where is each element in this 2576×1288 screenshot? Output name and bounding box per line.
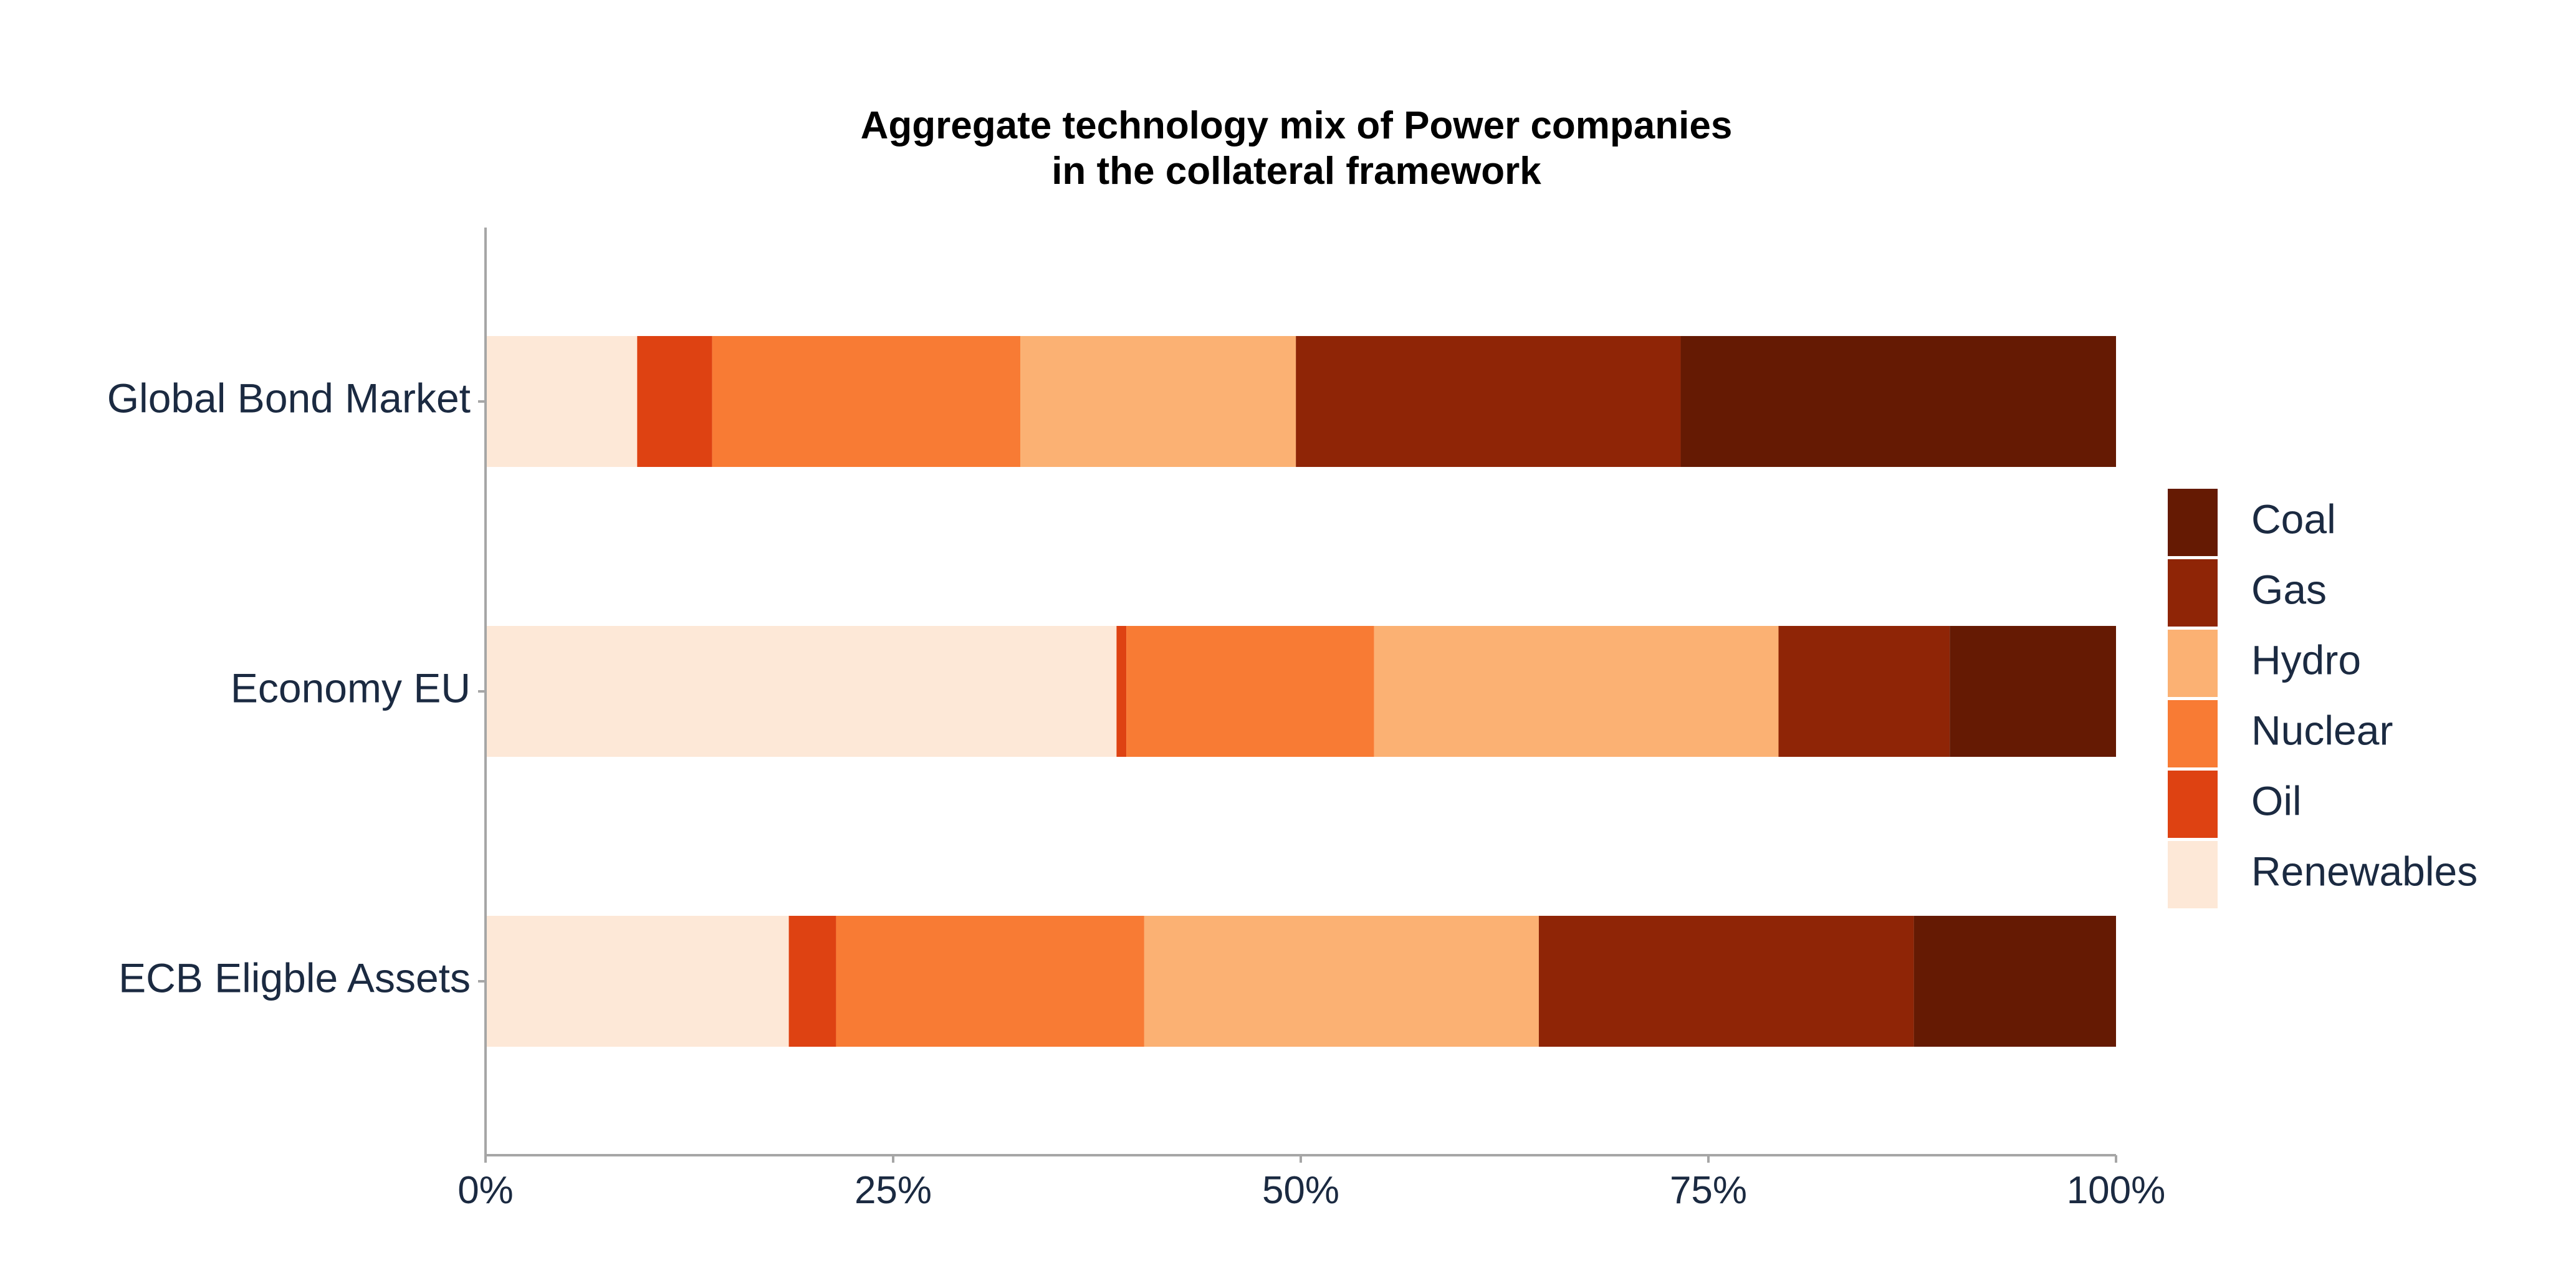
category-label-economy-eu: Economy EU <box>231 665 471 711</box>
bar-segment-ecb-eligble-assets-nuclear <box>836 916 1144 1047</box>
x-axis-ticks: 0% 25% 50% 75% 100% <box>457 1155 2165 1212</box>
category-label-global-bond-market: Global Bond Market <box>107 375 471 421</box>
legend-label-nuclear: Nuclear <box>2251 707 2393 753</box>
legend: Coal Gas Hydro Nuclear Oil Renewables <box>2168 489 2478 908</box>
bars-layer <box>486 336 2116 1047</box>
bar-segment-ecb-eligble-assets-hydro <box>1144 916 1539 1047</box>
bar-segment-economy-eu-hydro <box>1374 626 1779 757</box>
legend-label-oil: Oil <box>2251 777 2302 824</box>
bar-segment-global-bond-market-gas <box>1296 336 1681 467</box>
legend-label-hydro: Hydro <box>2251 637 2361 683</box>
bar-segment-ecb-eligble-assets-renewables <box>486 916 789 1047</box>
chart-title-line-2: in the collateral framework <box>1051 150 1541 193</box>
legend-swatch-nuclear <box>2168 700 2218 767</box>
legend-swatch-coal <box>2168 489 2218 556</box>
category-label-ecb-eligble-assets: ECB Eligble Assets <box>118 954 471 1001</box>
bar-segment-economy-eu-renewables <box>486 626 1117 757</box>
legend-label-gas: Gas <box>2251 566 2327 612</box>
bar-segment-global-bond-market-hydro <box>1020 336 1296 467</box>
x-tick-label: 25% <box>855 1169 932 1212</box>
bar-segment-economy-eu-coal <box>1950 626 2116 757</box>
legend-label-renewables: Renewables <box>2251 848 2478 894</box>
legend-label-coal: Coal <box>2251 496 2336 542</box>
chart-title: Aggregate technology mix of Power compan… <box>861 104 1733 193</box>
bar-segment-ecb-eligble-assets-gas <box>1538 916 1914 1047</box>
legend-swatch-gas <box>2168 559 2218 627</box>
bar-segment-economy-eu-gas <box>1778 626 1950 757</box>
bar-segment-economy-eu-nuclear <box>1126 626 1374 757</box>
x-tick-label: 50% <box>1262 1169 1339 1212</box>
x-tick-label: 100% <box>2067 1169 2166 1212</box>
chart-title-line-1: Aggregate technology mix of Power compan… <box>861 104 1733 147</box>
category-labels: Global Bond Market Economy EU ECB Eligble … <box>107 375 486 1001</box>
bar-segment-global-bond-market-renewables <box>486 336 638 467</box>
bar-segment-ecb-eligble-assets-oil <box>788 916 836 1047</box>
bar-segment-global-bond-market-oil <box>637 336 712 467</box>
bar-segment-global-bond-market-nuclear <box>712 336 1021 467</box>
legend-swatch-oil <box>2168 771 2218 838</box>
bar-segment-ecb-eligble-assets-coal <box>1913 916 2116 1047</box>
legend-swatch-hydro <box>2168 630 2218 697</box>
x-tick-label: 0% <box>457 1169 514 1212</box>
bar-segment-global-bond-market-coal <box>1680 336 2116 467</box>
bar-segment-economy-eu-oil <box>1116 626 1127 757</box>
x-tick-label: 75% <box>1670 1169 1747 1212</box>
legend-swatch-renewables <box>2168 841 2218 908</box>
